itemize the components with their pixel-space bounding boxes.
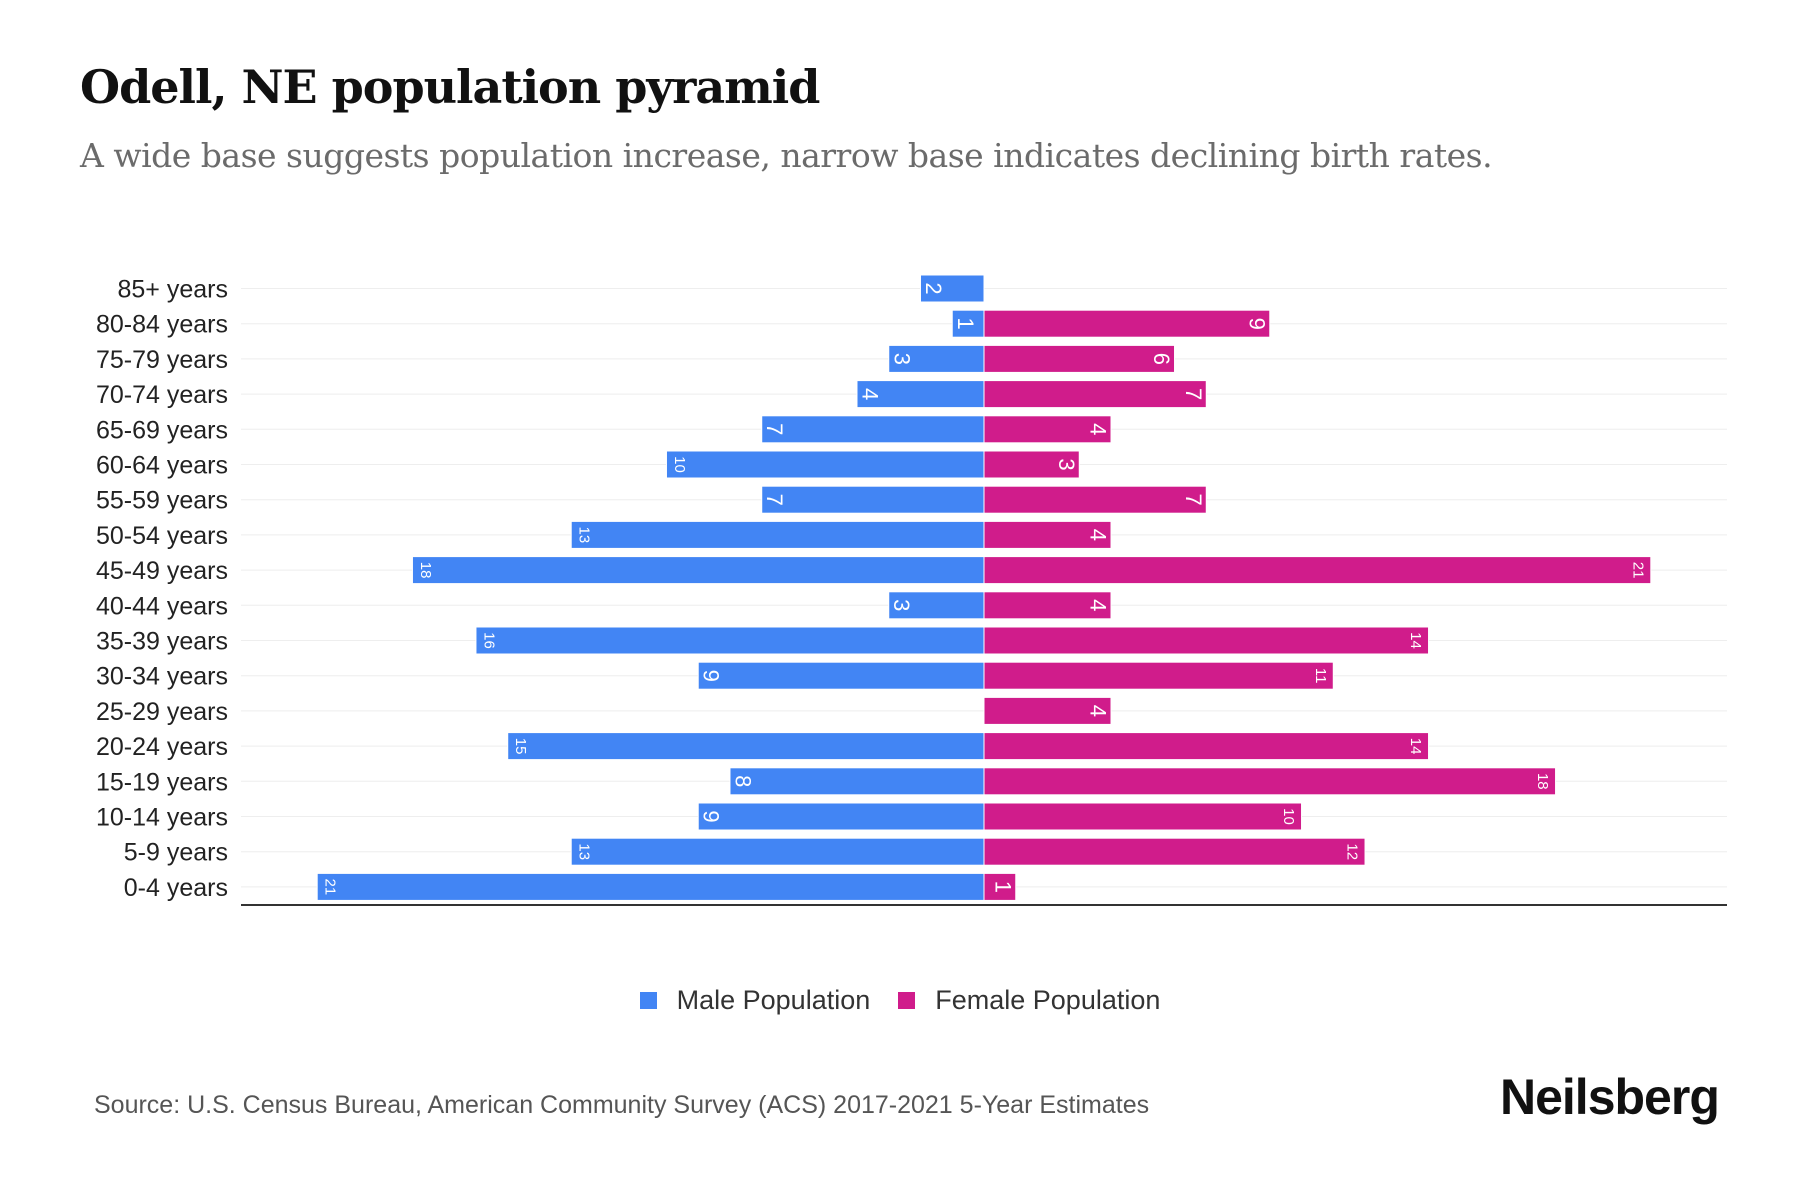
bar-value-label: 14 — [1407, 632, 1424, 649]
male-bar — [316, 872, 985, 901]
pyramid-chart: 85+ years 80-84 years 75-79 years 70-74 yea… — [96, 274, 1727, 906]
male-bar — [761, 415, 985, 444]
male-bar — [665, 450, 985, 479]
chart-subtitle: A wide base suggests population increase… — [80, 136, 1493, 175]
y-tick-label: 40-44 years — [96, 592, 228, 620]
male-swatch — [639, 992, 657, 1009]
bar-value-label: 7 — [1181, 494, 1206, 506]
female-bar — [983, 415, 1112, 444]
bar-value-label: 10 — [1280, 808, 1297, 825]
bar-value-label: 9 — [699, 810, 724, 822]
bar-value-label: 7 — [762, 423, 787, 435]
y-tick-label: 50-54 years — [96, 522, 228, 550]
y-tick-label: 20-24 years — [96, 733, 228, 761]
bar-value-label: 2 — [921, 282, 946, 294]
bar-value-label: 9 — [699, 670, 724, 682]
male-bar — [888, 591, 985, 620]
male-bar — [697, 802, 985, 831]
male-bar — [570, 520, 985, 549]
female-bar — [983, 661, 1334, 690]
female-bar — [983, 344, 1176, 373]
y-tick-label: 15-19 years — [96, 768, 228, 796]
bar-value-label: 1 — [990, 881, 1015, 893]
bar-value-label: 15 — [512, 738, 529, 755]
female-bar — [983, 380, 1207, 409]
bar-value-label: 18 — [417, 562, 434, 579]
bar-value-label: 7 — [762, 494, 787, 506]
y-tick-label: 10-14 years — [96, 804, 228, 832]
female-bar — [983, 872, 1017, 901]
bar-value-label: 8 — [730, 775, 755, 787]
bar-value-label: 3 — [1054, 458, 1079, 470]
bar-value-label: 18 — [1534, 773, 1551, 790]
legend-label-female: Female Population — [935, 985, 1161, 1015]
female-bar — [983, 767, 1557, 796]
bar-value-label: 13 — [576, 843, 593, 860]
y-tick-label: 45-49 years — [96, 557, 228, 585]
neilsberg-logo: Neilsberg — [1500, 1069, 1720, 1125]
y-tick-label: 25-29 years — [96, 698, 228, 726]
bar-value-label: 6 — [1149, 353, 1174, 365]
male-bar — [570, 837, 985, 866]
male-bar — [411, 556, 985, 585]
bar-value-label: 9 — [1244, 318, 1269, 330]
female-bar — [983, 485, 1207, 514]
female-bar — [983, 591, 1112, 620]
y-tick-label: 70-74 years — [96, 381, 228, 409]
bar-value-label: 16 — [480, 632, 497, 649]
bar-value-label: 4 — [857, 388, 882, 400]
chart-title: Odell, NE population pyramid — [80, 60, 820, 114]
y-tick-label: 35-39 years — [96, 628, 228, 656]
y-tick-label: 0-4 years — [124, 874, 228, 902]
female-bar — [983, 732, 1430, 761]
source-note: Source: U.S. Census Bureau, American Com… — [94, 1091, 1150, 1119]
y-tick-label: 60-64 years — [96, 452, 228, 480]
y-tick-label: 30-34 years — [96, 663, 228, 691]
bar-value-label: 11 — [1312, 668, 1329, 684]
bar-value-label: 3 — [889, 599, 914, 611]
y-tick-label: 85+ years — [118, 276, 229, 304]
legend-label-male: Male Population — [676, 985, 871, 1015]
bar-value-label: 21 — [1629, 562, 1646, 579]
female-bar — [983, 450, 1080, 479]
female-bar — [983, 556, 1652, 585]
bar-value-label: 14 — [1407, 738, 1424, 755]
bar-value-label: 12 — [1344, 843, 1361, 860]
y-tick-label: 55-59 years — [96, 487, 228, 515]
male-bar — [507, 732, 985, 761]
male-bar — [856, 380, 985, 409]
male-bar — [761, 485, 985, 514]
legend-item-female: Female Population — [898, 985, 1160, 1016]
bar-value-label: 4 — [1086, 599, 1111, 611]
female-bar — [983, 802, 1303, 831]
female-bar — [983, 309, 1271, 338]
bar-value-label: 4 — [1086, 705, 1111, 717]
y-tick-label: 80-84 years — [96, 311, 228, 339]
bar-value-label: 7 — [1181, 388, 1206, 400]
legend-item-male: Male Population — [639, 985, 871, 1016]
female-bar — [983, 626, 1430, 655]
bar-value-label: 1 — [953, 318, 978, 330]
male-bar — [729, 767, 985, 796]
bar-value-label: 4 — [1086, 423, 1111, 435]
female-bar — [983, 520, 1112, 549]
y-tick-label: 75-79 years — [96, 346, 228, 374]
female-bar — [983, 696, 1112, 725]
bar-value-label: 4 — [1086, 529, 1111, 541]
female-bar — [983, 837, 1366, 866]
female-swatch — [898, 992, 916, 1009]
y-tick-label: 5-9 years — [124, 839, 228, 867]
bar-value-label: 21 — [322, 879, 339, 896]
bar-value-label: 3 — [889, 353, 914, 365]
male-bar — [697, 661, 985, 690]
male-bar — [919, 274, 985, 303]
male-bar — [888, 344, 985, 373]
male-bar — [951, 309, 985, 338]
bar-value-label: 13 — [576, 527, 593, 544]
male-bar — [475, 626, 985, 655]
legend: Male Population Female Population — [0, 985, 1800, 1016]
y-tick-label: 65-69 years — [96, 416, 228, 444]
bar-value-label: 10 — [671, 456, 688, 473]
